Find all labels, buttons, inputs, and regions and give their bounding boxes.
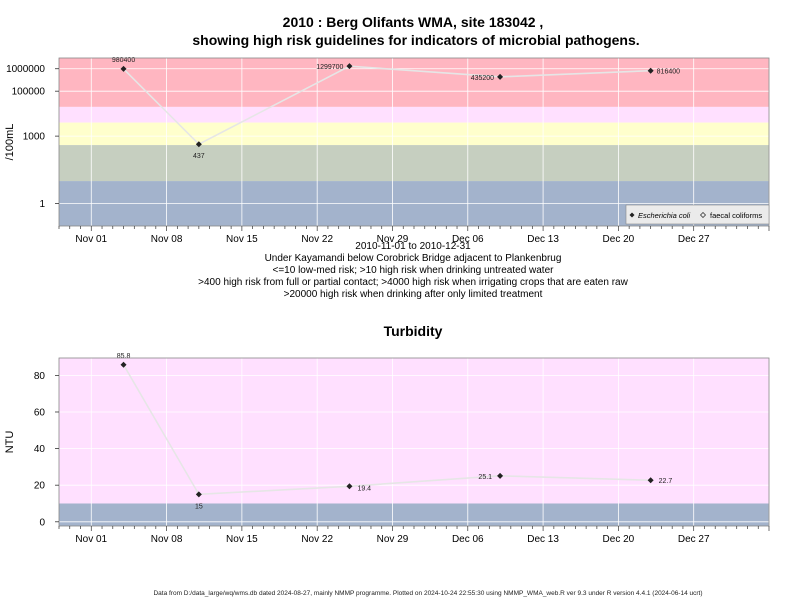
microbial-ytick-label: 100000 bbox=[12, 87, 46, 98]
microbial-y-axis-label: /100mL bbox=[4, 124, 16, 161]
turbidity-xtick-label: Dec 20 bbox=[603, 534, 635, 545]
microbial-risk-bands bbox=[59, 58, 769, 226]
legend-ecoli-label: Escherichia coli bbox=[638, 211, 690, 220]
turbidity-data-label: 19.4 bbox=[357, 485, 371, 492]
microbial-band-0 bbox=[59, 58, 769, 107]
microbial-ytick-label: 1 bbox=[39, 199, 45, 210]
turbidity-data-labels: 85.8 15 19.4 25.1 22.7 bbox=[117, 353, 673, 511]
turbidity-ytick-label: 40 bbox=[34, 444, 46, 455]
microbial-points bbox=[120, 63, 654, 148]
turbidity-data-label: 15 bbox=[195, 503, 203, 510]
microbial-xtick-label: Dec 20 bbox=[603, 234, 635, 245]
turbidity-data-point bbox=[195, 491, 202, 498]
microbial-data-point bbox=[647, 67, 654, 74]
microbial-data-point bbox=[195, 141, 202, 148]
legend: Escherichia coli faecal coliforms bbox=[625, 204, 770, 225]
microbial-data-label: 437 bbox=[193, 153, 205, 160]
turbidity-title: Turbidity bbox=[384, 323, 443, 339]
turbidity-xtick-label: Nov 29 bbox=[377, 534, 409, 545]
chart-title-line-2: showing high risk guidelines for indicat… bbox=[192, 32, 639, 48]
turbidity-x-axis: Nov 01 Nov 08 Nov 15 Nov 22 Nov 29 Dec 06 Dec … bbox=[58, 526, 770, 545]
turbidity-data-point bbox=[647, 477, 654, 484]
microbial-xtick-label: Nov 15 bbox=[226, 234, 258, 245]
turbidity-data-label: 85.8 bbox=[117, 353, 131, 360]
legend-ecoli-marker bbox=[629, 212, 635, 218]
microbial-xtick-label: Nov 01 bbox=[75, 234, 107, 245]
turbidity-xtick-label: Nov 15 bbox=[226, 534, 258, 545]
turbidity-xtick-label: Dec 27 bbox=[678, 534, 710, 545]
guideline-subtitles: 2010-11-01 to 2010-12-31 Under Kayamandi… bbox=[198, 241, 628, 300]
turbidity-y-axis-label: NTU bbox=[4, 431, 16, 454]
legend-faecal-label: faecal coliforms bbox=[710, 211, 762, 220]
turbidity-data-point bbox=[497, 472, 504, 479]
turbidity-xtick-label: Nov 08 bbox=[151, 534, 183, 545]
turbidity-xtick-label: Nov 22 bbox=[301, 534, 333, 545]
microbial-data-label: 816400 bbox=[657, 69, 680, 76]
microbial-data-labels: 980400 437 1299700 435200 816400 bbox=[112, 57, 680, 160]
microbial-data-point bbox=[346, 63, 353, 70]
microbial-xtick-label: Dec 06 bbox=[452, 234, 484, 245]
microbial-xtick-label: Dec 13 bbox=[527, 234, 559, 245]
turbidity-ytick-label: 0 bbox=[39, 517, 45, 528]
turbidity-data-label: 25.1 bbox=[478, 474, 492, 481]
microbial-data-label: 980400 bbox=[112, 57, 135, 64]
microbial-ytick-label: 1000 bbox=[23, 132, 46, 143]
turbidity-data-label: 22.7 bbox=[659, 478, 673, 485]
microbial-xtick-label: Nov 08 bbox=[151, 234, 183, 245]
legend-faecal-marker bbox=[700, 212, 706, 218]
microbial-data-point bbox=[120, 65, 127, 72]
turbidity-ytick-label: 80 bbox=[34, 371, 46, 382]
microbial-band-2 bbox=[59, 122, 769, 146]
turbidity-data-point bbox=[346, 483, 353, 490]
microbial-band-3 bbox=[59, 145, 769, 182]
microbial-ytick-label: 1000000 bbox=[6, 64, 45, 75]
turbidity-bands bbox=[59, 358, 769, 526]
turbidity-data-point bbox=[120, 361, 127, 368]
turbidity-points bbox=[120, 361, 654, 498]
microbial-data-label: 435200 bbox=[471, 75, 494, 82]
microbial-xtick-label: Nov 22 bbox=[301, 234, 333, 245]
chart-title-line-1: 2010 : Berg Olifants WMA, site 183042 , bbox=[283, 14, 544, 30]
subtitle-line-1: 2010-11-01 to 2010-12-31 bbox=[355, 241, 471, 252]
legend-box bbox=[625, 204, 770, 225]
turbidity-ytick-label: 20 bbox=[34, 481, 46, 492]
subtitle-line-2: Under Kayamandi below Corobrick Bridge a… bbox=[265, 253, 562, 264]
turbidity-xtick-label: Dec 13 bbox=[527, 534, 559, 545]
data-source-footer: Data from D:/data_large/wq/wms.db dated … bbox=[153, 590, 702, 597]
subtitle-line-3: <=10 low-med risk; >10 high risk when dr… bbox=[273, 265, 555, 276]
turbidity-y-axis: 0 20 40 60 80 bbox=[34, 371, 59, 528]
turbidity-xtick-label: Dec 06 bbox=[452, 534, 484, 545]
turbidity-xtick-label: Nov 01 bbox=[75, 534, 107, 545]
subtitle-line-5: >20000 high risk when drinking after onl… bbox=[284, 289, 543, 300]
microbial-xtick-label: Nov 29 bbox=[377, 234, 409, 245]
turbidity-ytick-label: 60 bbox=[34, 407, 46, 418]
turbidity-band-1 bbox=[59, 503, 769, 526]
subtitle-line-4: >400 high risk from full or partial cont… bbox=[198, 277, 628, 288]
microbial-y-axis: 1000000 100000 1000 1 bbox=[6, 64, 59, 210]
microbial-band-1 bbox=[59, 106, 769, 123]
microbial-data-label: 1299700 bbox=[316, 64, 343, 71]
microbial-x-axis: Nov 01 Nov 08 Nov 15 Nov 22 Nov 29 Dec 06 Dec … bbox=[58, 226, 770, 245]
microbial-xtick-label: Dec 27 bbox=[678, 234, 710, 245]
microbial-data-point bbox=[497, 73, 504, 80]
